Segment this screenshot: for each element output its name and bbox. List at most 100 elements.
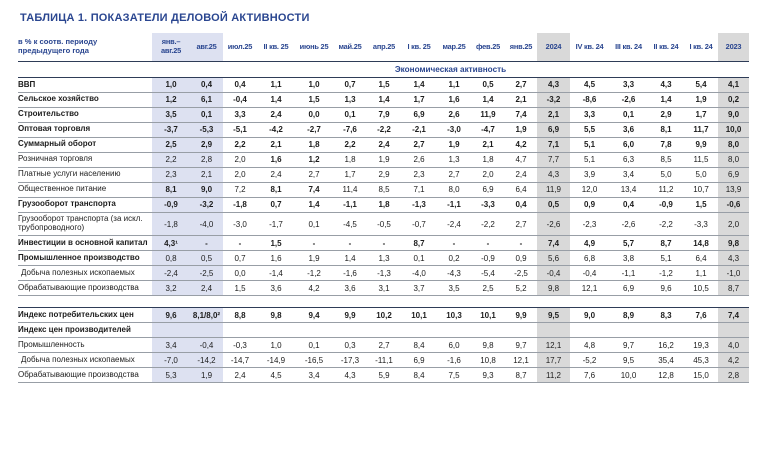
cell: -5,4: [471, 265, 505, 282]
cell: 1,1: [684, 265, 718, 282]
table-row: Обрабатывающие производства 5,3 1,9 2,4 4,5 3…: [18, 367, 749, 384]
cell: 7,2: [223, 182, 257, 198]
cell: 7,4: [505, 107, 537, 123]
cell: 1,8: [333, 152, 367, 168]
cell: 3,6: [609, 122, 648, 138]
cell: 1,4: [333, 250, 367, 267]
cell: 9,6: [152, 307, 190, 324]
cell: 1,6: [437, 92, 471, 108]
cell: 1,0: [295, 77, 333, 93]
cell: 2,4: [257, 167, 295, 183]
cell: 12,1: [570, 280, 609, 297]
cell: 8,8: [223, 307, 257, 324]
cell: [684, 322, 718, 339]
row-label: Розничная торговля: [18, 152, 152, 168]
cell: 2,2: [152, 152, 190, 168]
cell: 9,0: [718, 107, 749, 123]
column-header: III кв. 24: [609, 33, 648, 62]
cell: -0,4: [223, 92, 257, 108]
cell: 4,2: [505, 137, 537, 153]
cell: 6,9: [718, 167, 749, 183]
cell: 7,5: [437, 367, 471, 384]
cell: 0,7: [333, 77, 367, 93]
cell: 8,7: [718, 280, 749, 297]
cell: 5,1: [570, 137, 609, 153]
table-header: в % к соотв. периоду предыдущего года янв…: [18, 33, 749, 62]
cell: -3,7: [152, 122, 190, 138]
cell: -3,2: [537, 92, 570, 108]
cell: 11,7: [684, 122, 718, 138]
cell: 1,7: [333, 167, 367, 183]
row-label: Оптовая торговля: [18, 122, 152, 138]
cell: 7,7: [537, 152, 570, 168]
column-header: II кв. 25: [257, 33, 295, 62]
cell: 3,4: [295, 367, 333, 384]
cell: 8,5: [648, 152, 684, 168]
cell: 1,8: [295, 137, 333, 153]
column-header: 2024: [537, 33, 570, 62]
cell: 3,1: [367, 280, 401, 297]
cell: 3,3: [223, 107, 257, 123]
cell: 2,7: [505, 77, 537, 93]
cell: 1,5: [684, 197, 718, 213]
cell: 0,5: [471, 77, 505, 93]
cell: 1,3: [333, 92, 367, 108]
cell: 1,5: [223, 280, 257, 297]
cell: -16,5: [295, 352, 333, 369]
cell: 15,0: [684, 367, 718, 384]
cell: 1,7: [684, 107, 718, 123]
section-spacer: [18, 61, 152, 78]
cell: 1,5: [295, 92, 333, 108]
cell: 0,1: [190, 107, 223, 123]
cell: 4,7: [505, 152, 537, 168]
cell: 6,0: [609, 137, 648, 153]
cell: 2,1: [505, 92, 537, 108]
cell: 2,9: [190, 137, 223, 153]
cell: [401, 322, 437, 339]
cell: 4,0: [718, 337, 749, 354]
cell: -2,5: [505, 265, 537, 282]
cell: 9,3: [471, 367, 505, 384]
cell: 10,7: [684, 182, 718, 198]
column-header: I кв. 24: [684, 33, 718, 62]
cell: -3,3: [471, 197, 505, 213]
cell: 6,1: [190, 92, 223, 108]
row-label: Обрабатывающие производства: [18, 367, 152, 384]
cell: 0,0: [223, 265, 257, 282]
cell: 14,8: [684, 235, 718, 252]
row-label: Обрабатывающие производства: [18, 280, 152, 297]
cell: 3,5: [437, 280, 471, 297]
cell: 1,6: [257, 152, 295, 168]
cell: -2,4: [152, 265, 190, 282]
row-label: Строительство: [18, 107, 152, 123]
cell: 2,8: [718, 367, 749, 384]
column-header: янв.– авг.25: [152, 33, 190, 62]
cell: 2,0: [471, 167, 505, 183]
cell: 3,8: [609, 250, 648, 267]
cell: 1,3: [437, 152, 471, 168]
cell: 9,8: [257, 307, 295, 324]
cell: 2,7: [437, 167, 471, 183]
cell: 2,5: [152, 137, 190, 153]
row-label: Платные услуги населению: [18, 167, 152, 183]
cell: 5,0: [648, 167, 684, 183]
cell: 10,5: [684, 280, 718, 297]
cell: 4,9: [570, 235, 609, 252]
page-title: ТАБЛИЦА 1. ПОКАЗАТЕЛИ ДЕЛОВОЙ АКТИВНОСТИ: [20, 12, 310, 24]
cell: 6,9: [401, 107, 437, 123]
cell: 1,4: [257, 92, 295, 108]
table-row: Платные услуги населению 2,3 2,1 2,0 2,4 2,7 1…: [18, 167, 749, 183]
cell: -0,6: [718, 197, 749, 213]
table-body-prices: Индекс потребительских цен 9,6 8,1/8,0² 8,8…: [18, 307, 749, 384]
cell: 0,0: [295, 107, 333, 123]
cell: 11,9: [537, 182, 570, 198]
cell: -5,3: [190, 122, 223, 138]
cell: -14,2: [190, 352, 223, 369]
cell: [648, 322, 684, 339]
cell: [295, 322, 333, 339]
cell: 5,5: [570, 122, 609, 138]
table-row: ВВП 1,0 0,4 0,4 1,1 1,0 0,7 1,5 1,4 1,1 0,5 2,7 4,3 4…: [18, 77, 749, 93]
cell: 8,5: [367, 182, 401, 198]
cell: -4,2: [257, 122, 295, 138]
row-label: Сельское хозяйство: [18, 92, 152, 108]
